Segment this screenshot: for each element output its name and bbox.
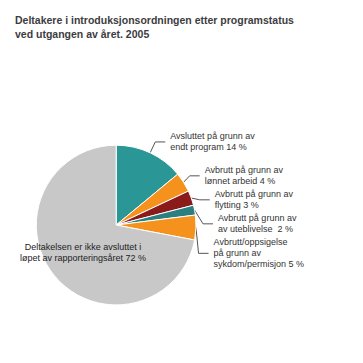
svg-text:av uteblivelse 2 %: av uteblivelse 2 %	[218, 224, 293, 234]
svg-text:ved utgangen av året. 2005: ved utgangen av året. 2005	[15, 28, 149, 40]
svg-text:på grunn av: på grunn av	[214, 248, 262, 258]
svg-text:sykdom/permisjon 5 %: sykdom/permisjon 5 %	[214, 259, 305, 269]
svg-text:Avbrutt på grunn av: Avbrutt på grunn av	[215, 189, 294, 199]
svg-text:Avbrutt på grunn av: Avbrutt på grunn av	[205, 165, 284, 175]
svg-text:Deltakelsen er ikke avsluttet: Deltakelsen er ikke avsluttet i	[25, 242, 142, 252]
svg-text:Avbrutt/oppsigelse: Avbrutt/oppsigelse	[214, 237, 288, 247]
svg-text:lønnet arbeid 4 %: lønnet arbeid 4 %	[205, 176, 276, 186]
svg-text:endt program 14 %: endt program 14 %	[170, 142, 247, 152]
svg-text:Deltakere i introduksjonsordni: Deltakere i introduksjonsordningen etter…	[15, 14, 294, 26]
svg-text:løpet av rapporteringsåret 72: løpet av rapporteringsåret 72 %	[20, 253, 146, 263]
svg-text:Avbrutt på grunn av: Avbrutt på grunn av	[218, 213, 297, 223]
svg-text:Avsluttet på grunn av: Avsluttet på grunn av	[170, 131, 255, 141]
svg-text:flytting 3 %: flytting 3 %	[215, 200, 259, 210]
